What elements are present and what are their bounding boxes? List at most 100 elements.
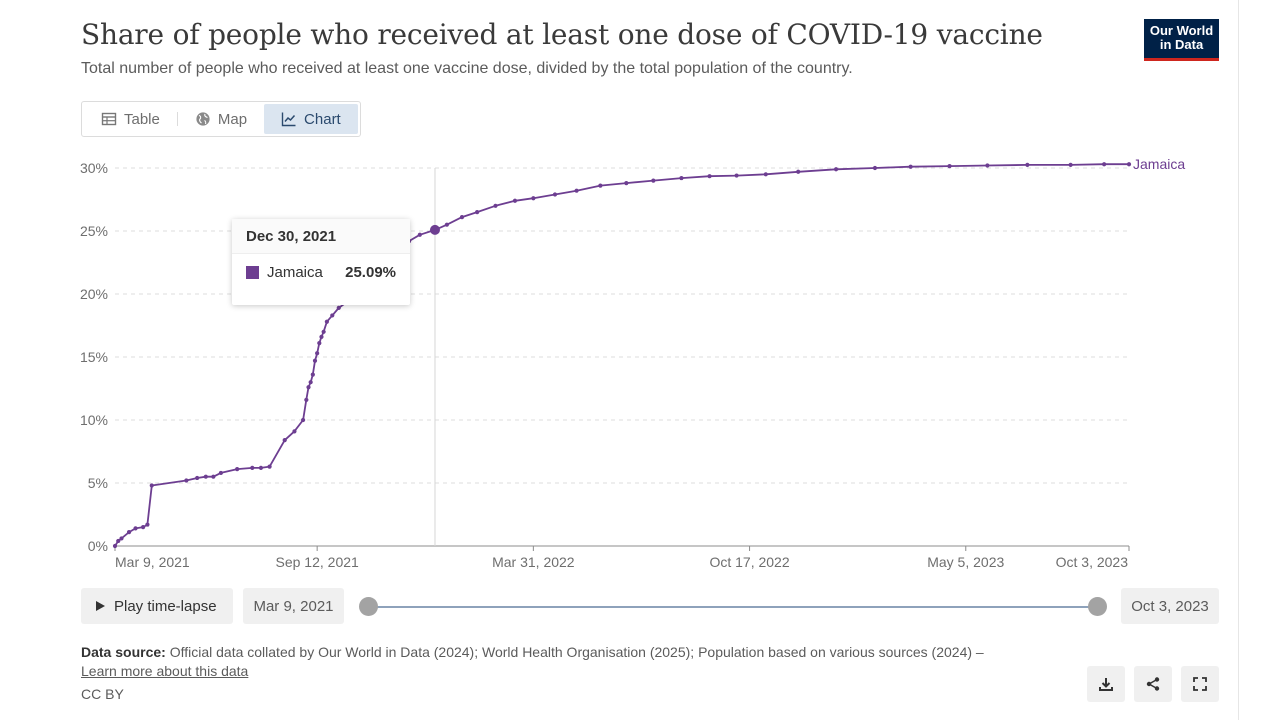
data-point: [112, 543, 118, 549]
download-button[interactable]: [1087, 666, 1125, 702]
x-tick-label: Oct 3, 2023: [1056, 554, 1129, 570]
share-button[interactable]: [1134, 666, 1172, 702]
data-point: [459, 215, 465, 220]
tab-map[interactable]: Map: [178, 104, 264, 134]
data-point: [417, 232, 422, 237]
data-point: [1126, 162, 1132, 167]
line-chart-icon: [281, 112, 296, 127]
tab-map-label: Map: [217, 110, 248, 128]
data-point: [310, 372, 315, 377]
data-point: [282, 438, 287, 443]
tab-table-label: Table: [124, 110, 160, 128]
data-point: [141, 525, 146, 530]
data-point: [624, 181, 629, 186]
y-tick-label: 25%: [80, 223, 108, 239]
page-divider: [1238, 0, 1239, 720]
tooltip-value: 25.09%: [345, 264, 396, 281]
data-point: [195, 475, 200, 481]
tab-divider: [176, 112, 178, 126]
data-point: [531, 196, 536, 201]
globe-icon: [196, 112, 210, 126]
data-point: [319, 334, 324, 339]
timeline-end-date[interactable]: Oct 3, 2023: [1121, 588, 1219, 624]
data-point: [258, 465, 264, 470]
y-tick-label: 20%: [80, 286, 108, 302]
x-tick-label: Sep 12, 2021: [276, 554, 360, 570]
y-tick-label: 0%: [88, 538, 108, 554]
y-tick-label: 15%: [80, 349, 108, 365]
data-point: [796, 169, 801, 174]
data-point: [734, 173, 739, 178]
data-point: [324, 319, 329, 324]
data-point: [833, 167, 839, 172]
data-point: [552, 192, 558, 197]
play-timelapse-button[interactable]: Play time-lapse: [81, 588, 233, 624]
data-point: [119, 536, 124, 541]
data-point: [1025, 162, 1030, 167]
data-point: [947, 164, 952, 169]
download-icon: [1099, 678, 1113, 691]
table-icon: [101, 112, 117, 126]
data-point: [444, 222, 449, 227]
data-point: [218, 470, 224, 476]
y-tick-label: 30%: [80, 160, 108, 176]
tooltip-row: Jamaica 25.09%: [232, 254, 410, 291]
timeline-start-handle[interactable]: [358, 597, 378, 616]
data-point: [493, 203, 498, 208]
data-point: [512, 198, 518, 203]
y-tick-label: 5%: [88, 475, 108, 491]
owid-logo[interactable]: Our World in Data: [1144, 19, 1219, 61]
x-tick-label: Mar 31, 2022: [492, 554, 575, 570]
x-tick-label: Oct 17, 2022: [709, 554, 789, 570]
data-point: [1102, 162, 1107, 167]
view-tabs: Table Map Chart: [81, 101, 361, 137]
play-icon: [96, 601, 105, 611]
data-point: [908, 164, 913, 169]
data-source-text: Official data collated by Our World in D…: [169, 644, 984, 660]
data-point: [763, 172, 768, 177]
tooltip-date: Dec 30, 2021: [232, 219, 410, 254]
share-icon: [1146, 677, 1160, 691]
data-source: Data source: Official data collated by O…: [81, 643, 1071, 681]
series-label: Jamaica: [1133, 156, 1185, 172]
timeline-end-handle[interactable]: [1087, 597, 1107, 616]
hover-point: [429, 224, 440, 235]
data-point: [211, 474, 216, 479]
x-tick-label: May 5, 2023: [927, 554, 1004, 570]
data-point: [306, 385, 311, 390]
data-point: [300, 417, 306, 423]
y-tick-label: 10%: [80, 412, 108, 428]
tab-table[interactable]: Table: [84, 104, 177, 134]
learn-more-link[interactable]: Learn more about this data: [81, 663, 249, 679]
data-point: [336, 305, 341, 310]
logo-line-2: in Data: [1159, 37, 1204, 52]
data-point: [651, 178, 656, 183]
line-chart: 0% 5% 10% 15% 20% 25% 30% Mar 9, 2021 Sep 12, 20…: [80, 156, 1185, 570]
logo-line-1: Our World: [1149, 23, 1214, 38]
tab-chart-label: Chart: [304, 110, 341, 128]
data-point: [184, 478, 189, 483]
chart-title: Share of people who received at least on…: [81, 18, 1043, 51]
data-point: [330, 313, 335, 318]
timeline-track[interactable]: [368, 606, 1097, 608]
fullscreen-button[interactable]: [1181, 666, 1219, 702]
data-point: [267, 464, 272, 469]
data-point: [1068, 162, 1073, 167]
timeline-start-date[interactable]: Mar 9, 2021: [243, 588, 344, 624]
data-point: [145, 522, 150, 527]
data-point: [985, 163, 990, 168]
tooltip-swatch: [246, 266, 259, 279]
data-point: [598, 183, 603, 188]
data-source-label: Data source:: [81, 644, 166, 660]
data-point: [133, 526, 138, 531]
data-point: [308, 380, 313, 385]
data-point: [574, 188, 579, 193]
tab-chart[interactable]: Chart: [264, 104, 358, 134]
data-point: [315, 351, 320, 356]
data-point: [116, 538, 121, 544]
license-text: CC BY: [81, 686, 124, 702]
play-timelapse-label: Play time-lapse: [114, 597, 217, 615]
tooltip-series-name: Jamaica: [267, 264, 323, 281]
data-point: [250, 465, 255, 470]
data-point: [321, 329, 326, 334]
